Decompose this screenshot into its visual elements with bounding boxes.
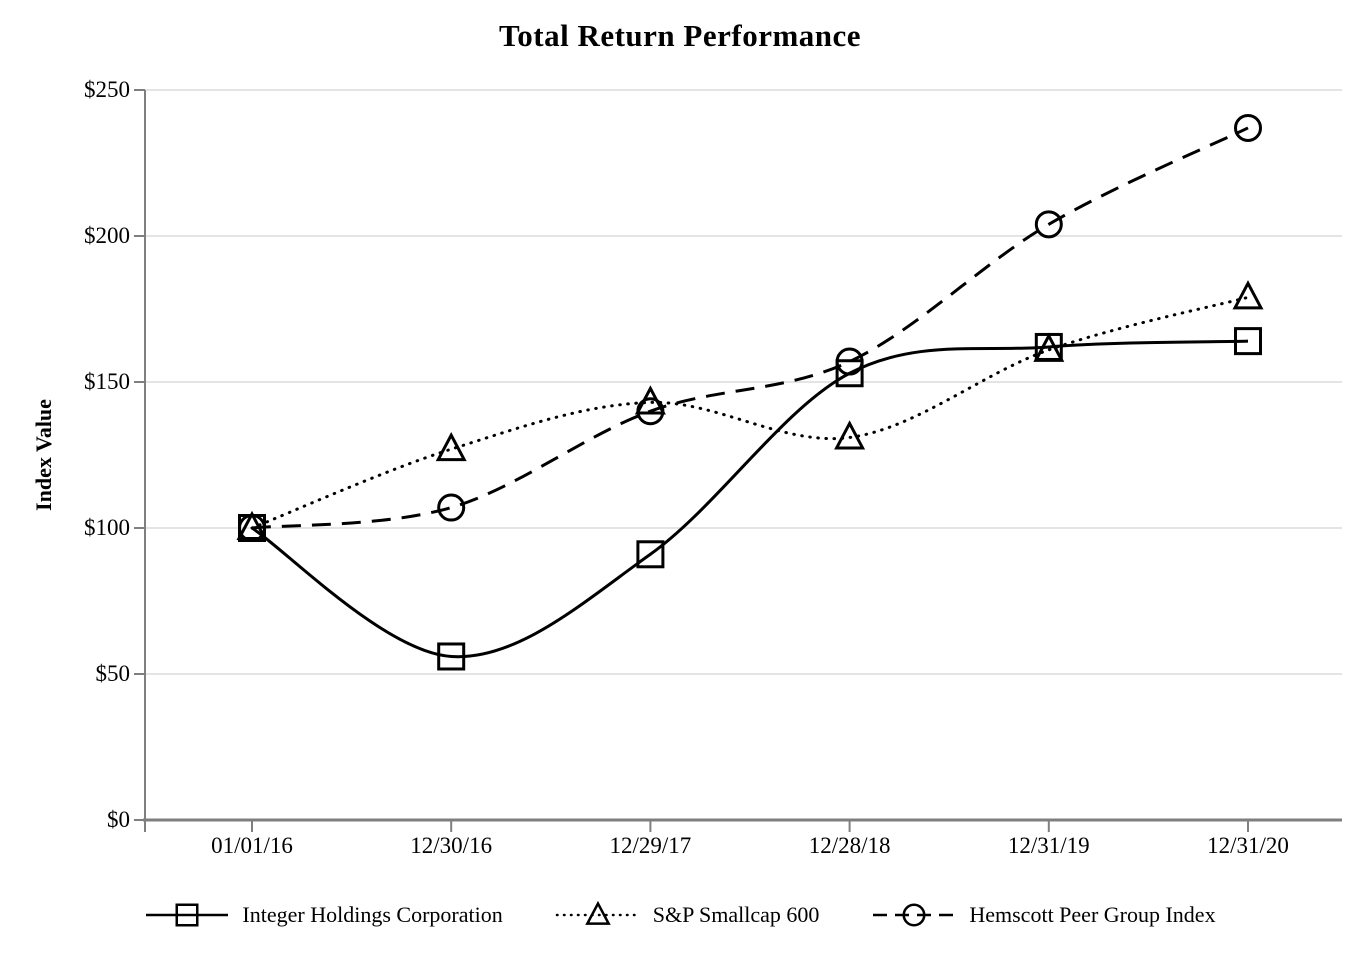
triangle-marker-s-p-smallcap-600 [834, 420, 866, 450]
legend-triangle-marker-icon [584, 900, 611, 925]
triangle-marker-s-p-smallcap-600 [1232, 280, 1264, 310]
square-marker-integer-holdings-corporation [835, 359, 864, 388]
legend-item-hemscott-peer-group-index: Hemscott Peer Group Index [871, 895, 1216, 935]
triangle-marker-s-p-smallcap-600 [634, 385, 666, 415]
legend-label: S&P Smallcap 600 [652, 902, 820, 927]
circle-marker-hemscott-peer-group-index [1034, 210, 1063, 239]
series-line-s-p-smallcap-600 [250, 295, 1250, 530]
x-tick-label: 12/31/20 [1207, 833, 1289, 858]
legend-item-integer-holdings-corporation: Integer Holdings Corporation [144, 895, 503, 935]
square-marker-integer-holdings-corporation [1234, 327, 1262, 356]
x-tick-label: 12/28/18 [808, 833, 891, 858]
dotted-line-triangle-swatch-icon [555, 900, 640, 925]
legend-circle-marker-icon [902, 903, 926, 927]
circle-marker-hemscott-peer-group-index [437, 493, 466, 522]
legend-label: Integer Holdings Corporation [242, 902, 503, 927]
legend-square-marker-icon [175, 903, 199, 927]
chart-title: Total Return Performance [498, 18, 862, 53]
x-tick-label: 12/29/17 [609, 833, 692, 858]
legend: Integer Holdings Corporation S&P Smallcap… [0, 893, 1360, 937]
circle-marker-hemscott-peer-group-index [1234, 113, 1262, 142]
y-tick-label: $100 [84, 515, 130, 540]
y-tick-label: $200 [84, 223, 130, 248]
dashed-line-circle-swatch-icon [873, 903, 956, 927]
y-tick-label: $250 [84, 77, 130, 102]
square-marker-integer-holdings-corporation [238, 514, 266, 542]
x-tick-label: 12/31/19 [1007, 833, 1090, 858]
series-line-hemscott-peer-group-index [251, 126, 1249, 530]
solid-line-square-swatch-icon [146, 903, 229, 927]
square-marker-integer-holdings-corporation [636, 540, 665, 569]
triangle-marker-s-p-smallcap-600 [236, 510, 268, 540]
y-tick-label: $0 [107, 807, 130, 832]
y-tick-label: $50 [95, 661, 131, 686]
x-tick-label: 01/01/16 [211, 833, 293, 858]
legend-item-s-p-smallcap-600: S&P Smallcap 600 [555, 895, 820, 935]
square-marker-integer-holdings-corporation [437, 642, 466, 671]
x-tick-label: 12/30/16 [410, 833, 493, 858]
triangle-marker-s-p-smallcap-600 [435, 431, 467, 462]
legend-label: Hemscott Peer Group Index [969, 902, 1216, 927]
square-marker-integer-holdings-corporation [1034, 332, 1063, 361]
y-tick-label: $150 [84, 369, 130, 394]
